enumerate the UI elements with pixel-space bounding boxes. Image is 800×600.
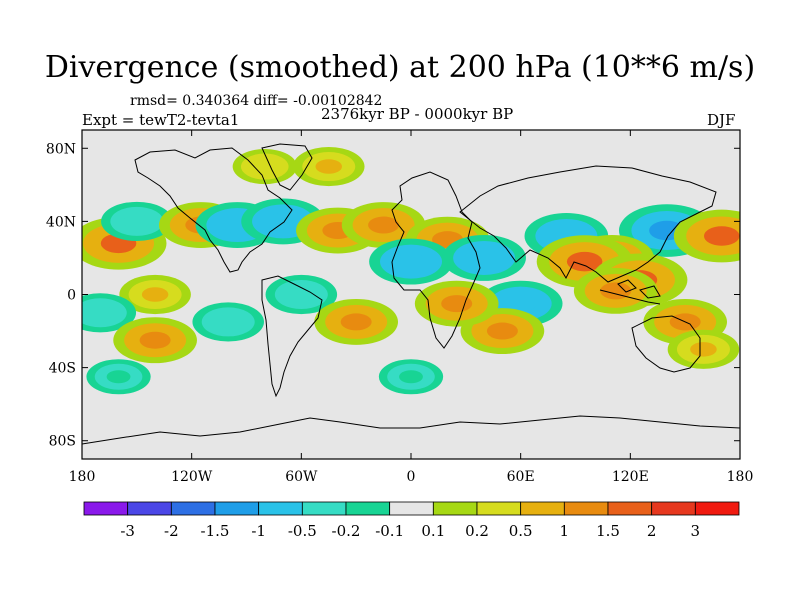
colorbar-label-7: 0.1 xyxy=(421,522,445,540)
coastline-australia xyxy=(631,315,701,373)
colorbar-label-6: -0.1 xyxy=(375,522,404,540)
field-core-15 xyxy=(600,282,632,300)
rmsd-label: rmsd= 0.340364 diff= -0.00102842 xyxy=(130,93,383,109)
field-core-23 xyxy=(139,331,171,349)
colorbar-swatch-2 xyxy=(170,501,216,516)
colorbar-swatch-9 xyxy=(476,501,522,516)
field-core-9 xyxy=(468,249,500,267)
colorbar-swatch-1 xyxy=(127,501,172,516)
colorbar-swatch-0 xyxy=(83,501,129,516)
colorbar-swatch-10 xyxy=(520,501,565,516)
x-tick-label-2: 60W xyxy=(285,469,318,485)
coastline-antarctica xyxy=(82,415,740,445)
colorbar-swatch-12 xyxy=(607,501,653,516)
colorbar-swatch-4 xyxy=(258,501,303,516)
coastline-greenland xyxy=(261,143,313,191)
field-core-22 xyxy=(87,305,114,321)
colorbar-label-9: 0.5 xyxy=(509,522,533,540)
field-core-17 xyxy=(486,322,518,340)
colorbar-swatch-6 xyxy=(345,501,391,516)
field-core-19 xyxy=(288,287,315,302)
coastline-eurafrica xyxy=(391,171,481,349)
colorbar-label-12: 2 xyxy=(647,522,657,540)
colorbar-label-3: -1 xyxy=(251,522,266,540)
colorbar: -3 -2 -1.5 -1 -0.5 -0.2 -0.1 0.1 0.2 0.5 1 1.5 2 3 xyxy=(83,501,740,540)
coastline-asia xyxy=(459,165,717,283)
y-tick-label-4: 80S xyxy=(49,434,76,450)
field-core-20 xyxy=(340,313,372,331)
field-core-1 xyxy=(123,214,151,229)
field-core-30 xyxy=(106,370,131,384)
colorbar-label-4: -0.5 xyxy=(288,522,317,540)
experiment-label: Expt = tewT2-tevta1 xyxy=(82,111,240,129)
field-core-18 xyxy=(441,295,473,313)
field-core-26 xyxy=(690,342,717,357)
map-axes: 180 120W 60W 0 60E 120E 180 80N 40N 0 40S 80S xyxy=(46,130,753,485)
colorbar-swatch-14 xyxy=(694,501,740,516)
coastlines xyxy=(82,143,740,445)
colorbar-swatch-13 xyxy=(651,501,696,516)
field-core-24 xyxy=(214,314,242,330)
x-tick-label-3: 0 xyxy=(407,469,416,485)
field-core-31 xyxy=(399,370,423,384)
y-tick-label-1: 40N xyxy=(46,214,76,230)
colorbar-label-0: -3 xyxy=(120,522,135,540)
field-core-29 xyxy=(703,226,740,246)
colorbar-label-5: -0.2 xyxy=(332,522,361,540)
colorbar-swatch-3 xyxy=(214,501,260,516)
season-label: DJF xyxy=(707,111,736,129)
field-core-8 xyxy=(395,253,427,271)
x-tick-label-4: 60E xyxy=(507,469,535,485)
field-core-27 xyxy=(315,159,342,174)
field-core-6 xyxy=(368,216,400,234)
colorbar-label-13: 3 xyxy=(691,522,701,540)
map-plot-area xyxy=(82,130,740,459)
colorbar-label-11: 1.5 xyxy=(596,522,620,540)
y-tick-label-2: 0 xyxy=(67,288,76,304)
colorbar-label-1: -2 xyxy=(164,522,179,540)
x-tick-label-1: 120W xyxy=(171,469,213,485)
colorbar-label-2: -1.5 xyxy=(201,522,230,540)
field-core-21 xyxy=(141,287,169,302)
y-tick-label-0: 80N xyxy=(46,141,76,157)
coastline-north-america xyxy=(134,147,293,273)
chart-title: Divergence (smoothed) at 200 hPa (10**6 … xyxy=(44,50,756,85)
colorbar-swatch-5 xyxy=(301,501,347,516)
field-core-28 xyxy=(252,160,277,174)
y-tick-label-3: 40S xyxy=(49,361,76,377)
x-tick-label-0: 180 xyxy=(69,469,96,485)
colorbar-swatch-7 xyxy=(389,501,434,516)
coastline-maritime xyxy=(599,279,661,305)
x-tick-label-5: 120E xyxy=(612,469,649,485)
colorbar-label-8: 0.2 xyxy=(465,522,489,540)
coastline-south-america xyxy=(261,275,323,398)
x-tick-label-6: 180 xyxy=(727,469,754,485)
field-core-13 xyxy=(566,251,603,272)
time-range-label: 2376kyr BP - 0000kyr BP xyxy=(321,105,514,123)
field-core-16 xyxy=(505,295,537,313)
colorbar-label-10: 1 xyxy=(560,522,570,540)
colorbar-swatch-11 xyxy=(563,501,609,516)
colorbar-swatch-8 xyxy=(432,501,478,516)
field-core-4 xyxy=(267,212,299,230)
